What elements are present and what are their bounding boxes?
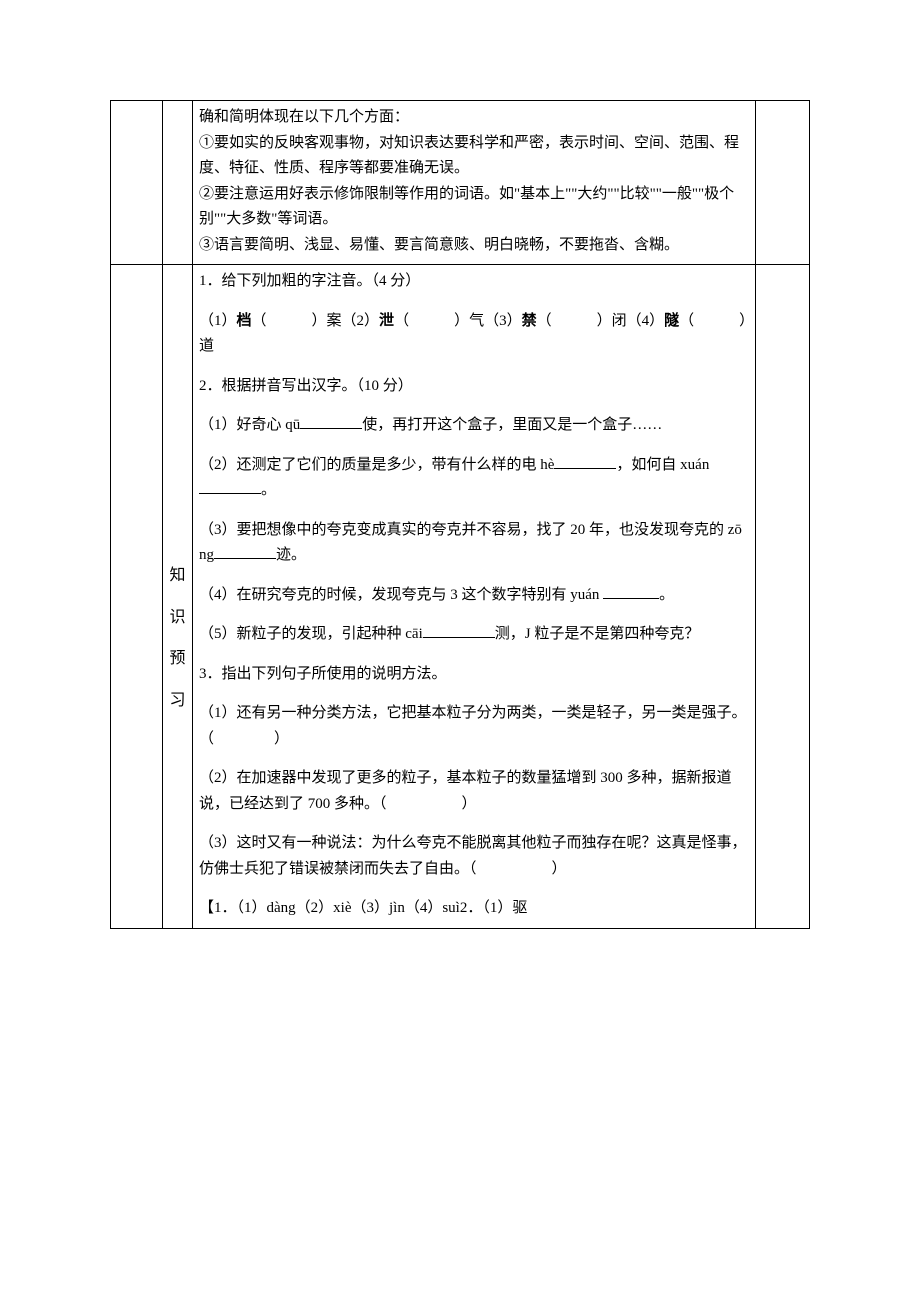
q1-seg-2: （ ）案（2） (252, 313, 380, 329)
q1-head: 1．给下列加粗的字注音。（4 分） (199, 269, 749, 295)
q2-head: 2．根据拼音写出汉字。（10 分） (199, 374, 749, 400)
lesson-table: 确和简明体现在以下几个方面： ①要如实的反映客观事物，对知识表达要科学和严密，表… (110, 100, 810, 929)
document-page: 确和简明体现在以下几个方面： ①要如实的反映客观事物，对知识表达要科学和严密，表… (110, 100, 810, 929)
preview-content: 1．给下列加粗的字注音。（4 分） （1）档（ ）案（2）泄（ ）气（3）禁（ … (193, 265, 755, 928)
q1-seg-4: （ ）闭（4） (537, 313, 665, 329)
q2-3b: 迹。 (276, 547, 306, 563)
exp-line-1: 确和简明体现在以下几个方面： (199, 105, 749, 131)
q3-2: （2）在加速器中发现了更多的粒子，基本粒子的数量猛增到 300 多种，据新报道说… (199, 766, 749, 817)
q3-3: （3）这时又有一种说法：为什么夸克不能脱离其他粒子而独存在呢？这真是怪事，仿佛士… (199, 831, 749, 882)
cell-a1 (111, 101, 163, 265)
q2-1b: 使，再打开这个盒子，里面又是一个盒子…… (362, 417, 662, 433)
vert-char-3: 预 (163, 638, 192, 680)
q2-2: （2）还测定了它们的质量是多少，带有什么样的电 hè ，如何自 xuán 。 (199, 453, 749, 504)
exp-line-4: ③语言要简明、浅显、易懂、要言简意赅、明白晓畅，不要拖沓、含糊。 (199, 233, 749, 259)
q2-3: （3）要把想像中的夸克变成真实的夸克并不容易，找了 20 年，也没发现夸克的 z… (199, 518, 749, 569)
vert-char-4: 习 (163, 680, 192, 722)
explanation-content: 确和简明体现在以下几个方面： ①要如实的反映客观事物，对知识表达要科学和严密，表… (193, 101, 755, 264)
q3-head: 3．指出下列句子所使用的说明方法。 (199, 662, 749, 688)
q1-bold-1: 档 (237, 313, 252, 329)
q1-seg-3: （ ）气（3） (394, 313, 522, 329)
vertical-label: 知 识 预 习 (163, 265, 192, 721)
q2-4: （4）在研究夸克的时候，发现夸克与 3 这个数字特别有 yuán 。 (199, 583, 749, 609)
q1-seg-1: （1） (199, 313, 237, 329)
vert-char-1: 知 (163, 555, 192, 597)
q2-2b: ，如何自 xuán (616, 457, 709, 473)
q2-5: （5）新粒子的发现，引起种种 cāi 测，J 粒子是不是第四种夸克？ (199, 622, 749, 648)
q1-bold-4: 隧 (664, 313, 679, 329)
cell-b1 (163, 101, 193, 265)
exp-line-3: ②要注意运用好表示修饰限制等作用的词语。如"基本上""大约""比较""一般""极… (199, 182, 749, 233)
blank-6 (423, 623, 495, 638)
exp-line-2: ①要如实的反映客观事物，对知识表达要科学和严密，表示时间、空间、范围、程度、特征… (199, 131, 749, 182)
q1-bold-2: 泄 (379, 313, 394, 329)
q2-1: （1）好奇心 qū 使，再打开这个盒子，里面又是一个盒子…… (199, 413, 749, 439)
q1-body: （1）档（ ）案（2）泄（ ）气（3）禁（ ）闭（4）隧（ ）道 (199, 309, 749, 360)
q1-bold-3: 禁 (522, 313, 537, 329)
blank-4 (214, 544, 276, 559)
q2-5b: 测，J 粒子是不是第四种夸克？ (495, 626, 700, 642)
cell-b2: 知 识 预 习 (163, 265, 193, 929)
answers: 【1．（1）dàng（2）xiè（3）jìn（4）suì2．（1）驱 (199, 896, 749, 922)
cell-d2 (756, 265, 810, 929)
blank-5 (603, 584, 659, 599)
vert-char-2: 识 (163, 597, 192, 639)
cell-a2 (111, 265, 163, 929)
blank-1 (300, 414, 362, 429)
cell-c2: 1．给下列加粗的字注音。（4 分） （1）档（ ）案（2）泄（ ）气（3）禁（ … (193, 265, 756, 929)
q2-1a: （1）好奇心 qū (199, 417, 300, 433)
blank-2 (554, 454, 616, 469)
q3-1: （1）还有另一种分类方法，它把基本粒子分为两类，一类是轻子，另一类是强子。（ ） (199, 701, 749, 752)
blank-3 (199, 479, 261, 494)
cell-c1: 确和简明体现在以下几个方面： ①要如实的反映客观事物，对知识表达要科学和严密，表… (193, 101, 756, 265)
q2-5a: （5）新粒子的发现，引起种种 cāi (199, 626, 423, 642)
row-explanation: 确和简明体现在以下几个方面： ①要如实的反映客观事物，对知识表达要科学和严密，表… (111, 101, 810, 265)
cell-d1 (756, 101, 810, 265)
row-preview: 知 识 预 习 1．给下列加粗的字注音。（4 分） （1）档（ ）案（2）泄（ … (111, 265, 810, 929)
q2-2c: 。 (261, 482, 276, 498)
q2-2a: （2）还测定了它们的质量是多少，带有什么样的电 hè (199, 457, 554, 473)
q2-4a: （4）在研究夸克的时候，发现夸克与 3 这个数字特别有 yuán (199, 587, 603, 603)
q2-4b: 。 (659, 587, 674, 603)
